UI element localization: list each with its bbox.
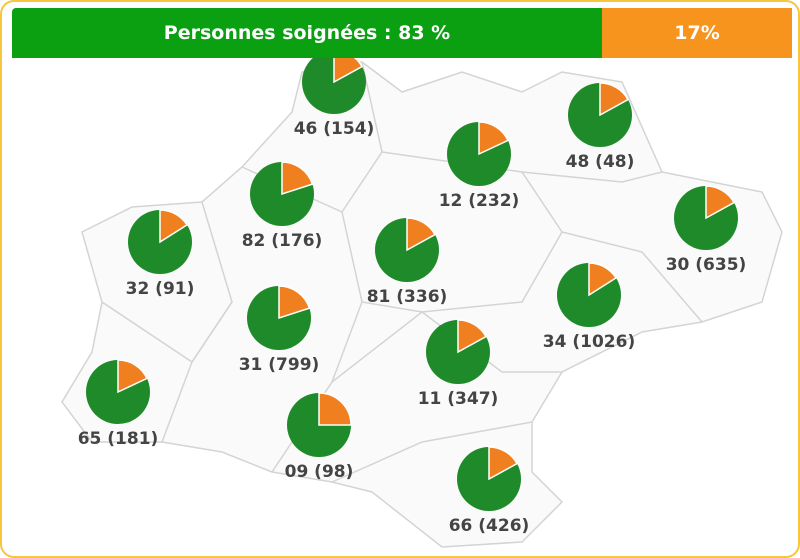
pie-slice [488, 446, 519, 481]
pie-slice [478, 121, 509, 156]
region-label: 31 (799) [239, 355, 320, 375]
region-label: 34 (1026) [543, 332, 635, 352]
region-label: 32 (91) [126, 279, 195, 299]
untreated-bar: 17% [602, 8, 792, 58]
pie-slice [318, 392, 352, 426]
region-label: 82 (176) [242, 231, 323, 251]
pie-slice [457, 319, 488, 354]
pie-slice [117, 359, 148, 394]
region-label: 81 (336) [367, 287, 448, 307]
pie-slice [588, 262, 618, 297]
region-label: 65 (181) [78, 429, 159, 449]
pie-slice [705, 185, 736, 220]
region-label: 12 (232) [439, 191, 520, 211]
treated-bar: Personnes soignées : 83 % [12, 8, 602, 58]
pies: 46 (154) 48 (48) 12 (232) 82 (176) 30 (635) 3… [78, 49, 747, 536]
region-label: 48 (48) [566, 152, 635, 172]
pie-slice [406, 217, 437, 252]
region-label: 46 (154) [294, 119, 375, 139]
pie-slice [281, 161, 314, 196]
pie-slice [599, 82, 630, 117]
region-label: 09 (98) [285, 462, 354, 482]
pie-slice [159, 209, 189, 244]
region-label: 30 (635) [666, 255, 747, 275]
pie-slice [278, 285, 311, 320]
region-label: 66 (426) [449, 516, 530, 536]
region-label: 11 (347) [418, 389, 499, 409]
